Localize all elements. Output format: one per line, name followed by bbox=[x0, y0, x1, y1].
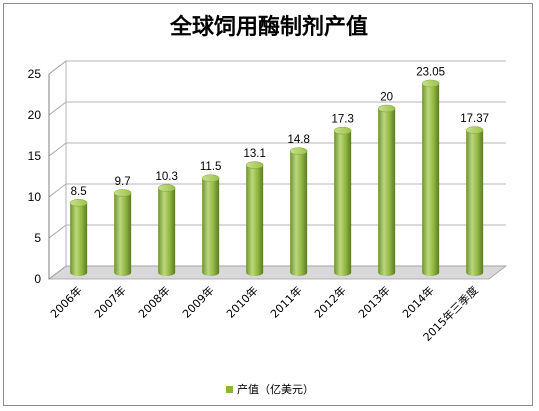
data-label: 23.05 bbox=[416, 66, 445, 78]
bar-top bbox=[465, 126, 484, 134]
x-axis-tick-labels: 2006年 2007年 2008年 2009年 2010年 2011年 2012年 2013年… bbox=[47, 283, 480, 344]
x-tick-label: 2009年 bbox=[179, 283, 216, 320]
data-labels: 8.5 9.7 10.3 11.5 13.1 14.8 17.3 20 23.05 17.37 bbox=[71, 66, 489, 197]
gridline bbox=[48, 60, 506, 75]
legend-swatch bbox=[226, 386, 233, 393]
chart-frame: 全球饲用酶制剂产值 0 5 10 15 20 25 8.5 9.7 10.3 11.5 13.1 1… bbox=[3, 3, 533, 406]
legend-label: 产值（亿美元） bbox=[237, 382, 314, 396]
bar-body bbox=[466, 130, 484, 276]
data-label: 17.3 bbox=[331, 114, 353, 126]
bar-body bbox=[114, 192, 132, 276]
x-tick-label: 2007年 bbox=[91, 283, 128, 320]
bar bbox=[377, 104, 396, 276]
bar-top bbox=[69, 199, 88, 207]
x-tick-label: 2011年 bbox=[267, 283, 304, 320]
bar-top bbox=[113, 189, 132, 197]
gridline bbox=[48, 224, 506, 239]
bar-body bbox=[422, 83, 440, 277]
bar-body bbox=[378, 108, 396, 276]
bar bbox=[201, 174, 220, 276]
bar-body bbox=[158, 188, 176, 276]
x-tick-label: 2014年 bbox=[399, 283, 436, 320]
bar-chart-3d: 全球饲用酶制剂产值 0 5 10 15 20 25 8.5 9.7 10.3 11.5 13.1 1… bbox=[28, 14, 508, 396]
data-label: 14.8 bbox=[287, 134, 309, 146]
bar bbox=[157, 184, 176, 276]
chart-side-wall bbox=[48, 60, 67, 280]
gridline bbox=[48, 142, 506, 157]
x-tick-label: 2012年 bbox=[311, 283, 348, 320]
bar bbox=[333, 126, 352, 276]
y-tick-label: 0 bbox=[34, 272, 41, 286]
x-tick-label: 2010年 bbox=[223, 283, 260, 320]
bar bbox=[245, 161, 264, 276]
bar-top bbox=[377, 104, 396, 113]
x-tick-label: 2008年 bbox=[135, 283, 172, 320]
data-label: 17.37 bbox=[460, 113, 489, 125]
y-tick-label: 15 bbox=[28, 149, 42, 163]
bar bbox=[421, 79, 440, 277]
bar bbox=[69, 199, 88, 276]
bar-top bbox=[157, 184, 176, 192]
bar-top bbox=[201, 174, 220, 182]
x-tick-label: 2013年 bbox=[355, 283, 392, 320]
bar-body bbox=[246, 165, 264, 276]
chart-title: 全球饲用酶制剂产值 bbox=[169, 14, 368, 40]
data-label: 9.7 bbox=[115, 176, 131, 188]
x-tick-label: 2006年 bbox=[47, 283, 84, 320]
bar bbox=[465, 126, 484, 276]
bar-body bbox=[70, 202, 88, 276]
y-tick-label: 20 bbox=[28, 108, 42, 122]
bar-body bbox=[290, 151, 308, 276]
bar-body bbox=[202, 178, 220, 276]
y-tick-label: 5 bbox=[34, 231, 41, 245]
bar-top bbox=[333, 126, 352, 135]
bar-top bbox=[421, 79, 440, 88]
data-label: 10.3 bbox=[155, 171, 177, 183]
legend: 产值（亿美元） bbox=[226, 382, 314, 396]
bar-top bbox=[245, 161, 264, 169]
bar-top bbox=[289, 147, 308, 155]
y-tick-label: 25 bbox=[28, 67, 42, 81]
data-label: 8.5 bbox=[71, 186, 87, 198]
data-label: 11.5 bbox=[200, 161, 222, 173]
bars bbox=[69, 79, 484, 277]
y-tick-label: 10 bbox=[28, 190, 42, 204]
data-label: 13.1 bbox=[243, 148, 265, 160]
bar bbox=[289, 147, 308, 276]
gridline bbox=[48, 101, 506, 116]
gridline bbox=[48, 183, 506, 198]
gridline bbox=[48, 265, 506, 280]
bar bbox=[113, 189, 132, 276]
data-label: 20 bbox=[380, 92, 393, 104]
bar-body bbox=[334, 130, 352, 276]
